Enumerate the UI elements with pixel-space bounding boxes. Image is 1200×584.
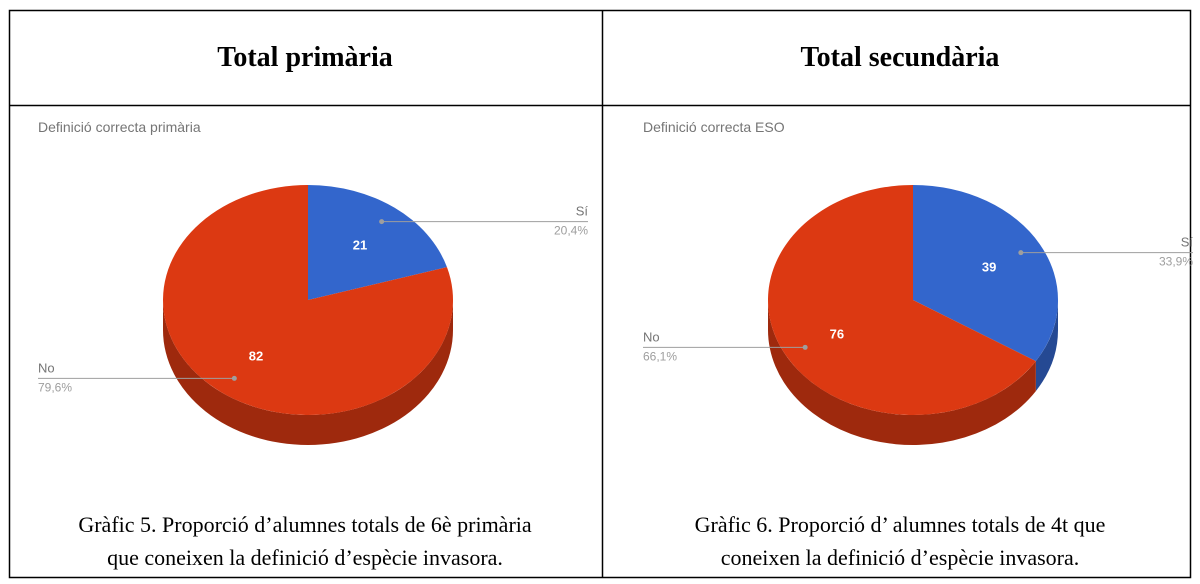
leader-dot (1018, 250, 1024, 256)
leader-dot (231, 375, 237, 381)
table-border (8, 9, 1192, 579)
slice-label: 39 (982, 260, 996, 275)
pie-slice (308, 185, 447, 300)
pie-side (768, 300, 1036, 446)
pie-slice (163, 185, 454, 415)
slice-label: 76 (830, 326, 844, 341)
legend-label: Sí (576, 204, 589, 219)
percent-label: 79,6% (38, 380, 72, 394)
slice-label: 82 (249, 348, 263, 363)
slice-label: 21 (353, 238, 367, 253)
pie-slice (768, 185, 1036, 416)
percent-label: 20,4% (554, 224, 588, 238)
pie-side (1035, 300, 1058, 392)
leader-dot (379, 219, 385, 225)
leader-dot (802, 344, 808, 350)
percent-label: 66,1% (643, 349, 677, 363)
chart-title: Definició correcta primària (38, 119, 201, 135)
header: Total secundària (801, 42, 1000, 73)
header: Total primària (217, 42, 393, 73)
chart-title: Definició correcta ESO (643, 119, 785, 135)
caption: Gràfic 5. Proporció d’alumnes totals de … (78, 512, 532, 537)
caption: que coneixen la definició d’espècie inva… (107, 545, 503, 570)
legend-label: Sí (1181, 235, 1194, 250)
legend-label: No (643, 329, 660, 344)
caption: coneixen la definició d’espècie invasora… (721, 545, 1080, 570)
pie-side (163, 300, 453, 445)
pie-slice (913, 185, 1059, 362)
caption: Gràfic 6. Proporció d’ alumnes totals de… (695, 512, 1106, 537)
legend-label: No (38, 360, 55, 375)
percent-label: 33,9% (1159, 255, 1193, 269)
